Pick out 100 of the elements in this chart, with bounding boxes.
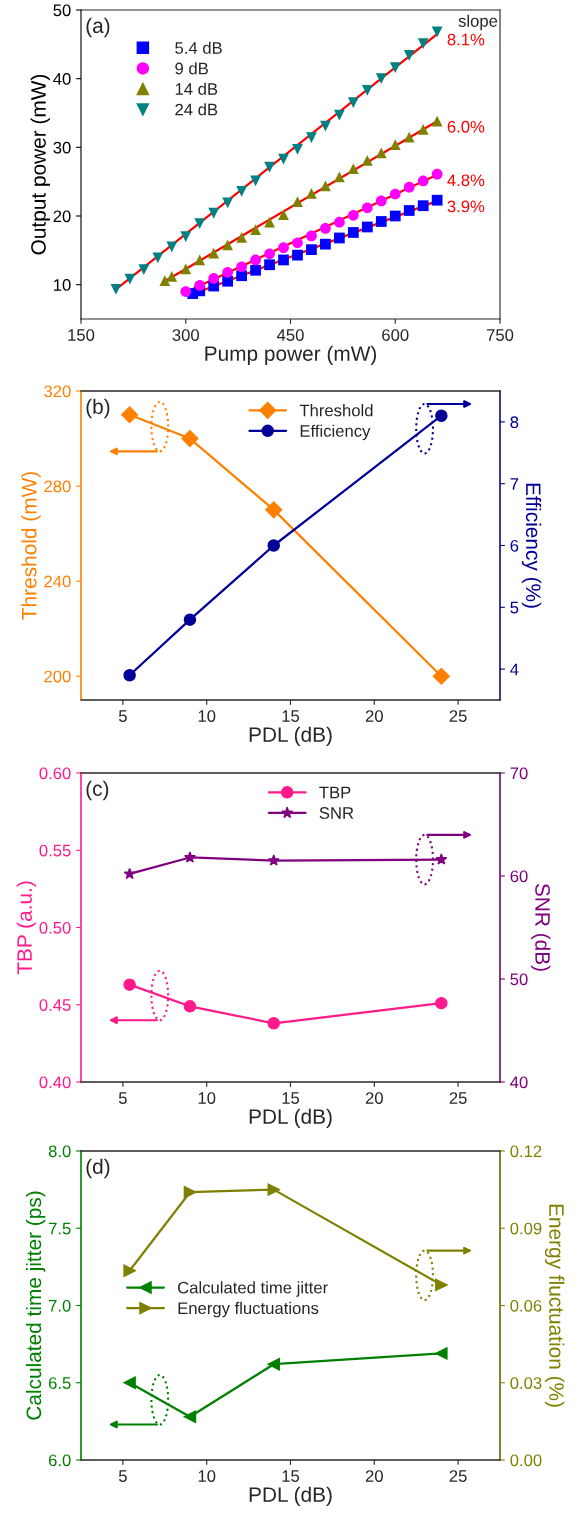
- point: [264, 259, 275, 271]
- point: [267, 539, 280, 552]
- point: [121, 406, 139, 424]
- y-tick-label: 320: [44, 385, 71, 398]
- point: [123, 669, 136, 682]
- x-tick-label: 15: [282, 710, 300, 722]
- point: [375, 195, 387, 207]
- point: [208, 207, 220, 219]
- point: [250, 264, 261, 276]
- point: [292, 237, 303, 249]
- annotation: 8.1%: [447, 33, 485, 46]
- chart-title: (b): [86, 398, 110, 419]
- annotation: 3.9%: [447, 200, 485, 213]
- point: [431, 115, 443, 127]
- x-tick-label: 5: [118, 1470, 127, 1482]
- point: [236, 261, 247, 273]
- x-tick-label: 600: [382, 329, 409, 341]
- point: [180, 263, 192, 275]
- point: [306, 244, 317, 256]
- x-axis-title: Pump power (mW): [205, 345, 377, 366]
- x-tick-label: 20: [365, 1470, 383, 1482]
- x-tick-label: 20: [365, 1092, 383, 1104]
- point: [166, 271, 178, 282]
- x-tick-label: 150: [68, 329, 95, 341]
- point: [347, 209, 359, 221]
- y2-tick-label: 0.03: [510, 1377, 542, 1389]
- point: [361, 155, 373, 166]
- point: [306, 132, 317, 144]
- point: [320, 238, 331, 250]
- point: [180, 231, 192, 242]
- point: [431, 168, 443, 180]
- y2-tick-label: 50: [510, 973, 528, 986]
- point: [110, 284, 122, 295]
- point: [236, 270, 247, 282]
- y2-tick-label: 70: [510, 767, 528, 780]
- point: [431, 194, 443, 206]
- x-tick-label: 450: [276, 329, 304, 341]
- point: [208, 273, 220, 284]
- point: [375, 73, 387, 85]
- legend-label: 5.4 dB: [175, 41, 222, 54]
- point: [435, 996, 448, 1010]
- point: [320, 180, 331, 192]
- point: [361, 202, 373, 214]
- y-tick-label: 6.5: [48, 1377, 71, 1389]
- point: [435, 409, 448, 422]
- point: [389, 188, 401, 200]
- y-tick-label: 0.40: [39, 1076, 71, 1089]
- y2-tick-label: 5: [510, 601, 519, 614]
- point: [334, 109, 345, 121]
- legend-label: TBP: [319, 786, 351, 799]
- point: [236, 185, 247, 197]
- x-axis-title: PDL (dB): [249, 1486, 332, 1507]
- point: [334, 171, 345, 183]
- y-tick-label: 0.60: [39, 767, 71, 780]
- y-axis-title: Threshold (mW): [21, 472, 41, 620]
- y-tick-label: 0.55: [39, 844, 71, 857]
- legend-label: 9 dB: [175, 62, 208, 75]
- point: [417, 200, 429, 212]
- y2-axis-title: SNR (dB): [531, 883, 551, 971]
- annotation: slope: [458, 14, 498, 31]
- point: [435, 1347, 448, 1360]
- y-tick-label: 200: [44, 670, 71, 683]
- point: [222, 266, 234, 278]
- point: [389, 139, 401, 150]
- point: [347, 97, 359, 109]
- y2-tick-label: 0.00: [510, 1454, 542, 1467]
- point: [375, 216, 387, 227]
- point: [208, 247, 220, 259]
- x-tick-label: 10: [198, 1470, 216, 1482]
- chart-title: (d): [86, 1158, 110, 1179]
- point: [292, 196, 303, 207]
- point: [250, 254, 261, 266]
- point: [264, 216, 275, 228]
- point: [180, 286, 192, 297]
- point: [389, 210, 401, 222]
- point: [320, 222, 331, 234]
- point: [123, 1264, 136, 1277]
- point: [194, 218, 206, 229]
- x-tick-label: 25: [449, 710, 467, 722]
- x-axis-title: PDL (dB): [249, 1108, 332, 1129]
- x-tick-label: 5: [118, 1092, 127, 1104]
- y-tick-label: 280: [44, 480, 71, 493]
- x-tick-label: 25: [449, 1092, 467, 1104]
- y2-axis-title: Efficiency (%): [521, 483, 542, 608]
- point: [435, 853, 448, 865]
- legend-label: Efficiency: [300, 424, 371, 441]
- x-tick-label: 10: [198, 710, 216, 722]
- legend-label: Threshold: [299, 404, 373, 417]
- y2-tick-label: 60: [510, 870, 528, 883]
- point: [403, 181, 415, 193]
- point: [183, 1410, 197, 1423]
- point: [124, 273, 136, 285]
- y2-tick-label: 0.09: [510, 1222, 542, 1235]
- point: [347, 227, 359, 238]
- point: [123, 978, 136, 991]
- x-tick-label: 20: [365, 710, 383, 722]
- x-tick-label: 750: [486, 329, 514, 341]
- y2-tick-label: 0.12: [510, 1145, 542, 1158]
- point: [292, 144, 303, 155]
- x-tick-label: 15: [282, 1470, 300, 1482]
